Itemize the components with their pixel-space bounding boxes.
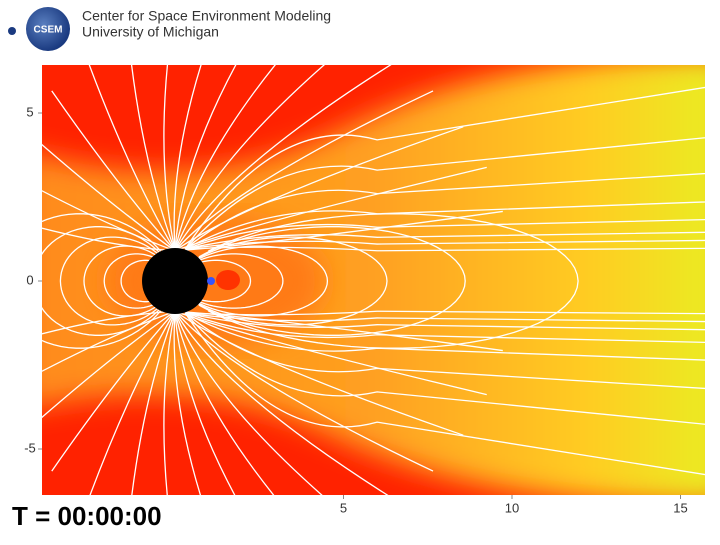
field-line xyxy=(174,310,434,472)
logo-dot xyxy=(8,27,16,35)
field-line xyxy=(184,137,705,250)
field-line xyxy=(174,65,392,252)
header: CSEM Center for Space Environment Modeli… xyxy=(8,7,331,51)
field-line xyxy=(185,239,705,250)
field-line xyxy=(174,90,434,252)
field-line xyxy=(174,126,464,252)
field-line xyxy=(42,310,176,335)
x-tick-label: 15 xyxy=(673,500,687,515)
field-line xyxy=(184,172,705,250)
tail-region xyxy=(42,65,705,495)
field-line xyxy=(42,310,176,419)
field-line xyxy=(174,310,389,495)
field-line xyxy=(184,312,705,425)
field-line xyxy=(174,311,323,495)
field-line xyxy=(42,213,162,349)
field-line xyxy=(184,231,705,250)
field-line xyxy=(184,312,705,390)
field-line xyxy=(174,311,236,495)
field-line xyxy=(184,312,705,476)
field-line xyxy=(174,65,276,251)
y-tick-label: -5 xyxy=(24,440,36,455)
field-line xyxy=(174,210,503,252)
field-line xyxy=(192,236,388,326)
field-lines xyxy=(42,65,705,495)
field-line xyxy=(174,65,237,251)
field-line xyxy=(42,143,176,252)
field-line xyxy=(174,166,487,252)
field-line xyxy=(184,312,705,344)
field-line xyxy=(42,190,176,252)
field-line xyxy=(51,310,176,472)
field-line xyxy=(180,259,252,303)
field-line xyxy=(184,201,705,250)
field-line xyxy=(174,310,503,352)
x-tick-label: 10 xyxy=(505,500,519,515)
field-line xyxy=(42,310,176,372)
header-line: Center for Space Environment Modeling xyxy=(82,8,331,24)
field-line xyxy=(163,311,176,495)
field-line xyxy=(184,218,705,250)
field-line xyxy=(173,65,202,251)
axes: 5 0 -5 5 10 15 xyxy=(24,104,688,515)
y-tick-label: 5 xyxy=(26,104,33,119)
logo xyxy=(26,7,70,51)
field-line xyxy=(130,65,176,251)
field-line xyxy=(207,213,579,349)
field-line xyxy=(198,226,466,336)
field-line xyxy=(42,227,176,252)
time-label: T = 00:00:00 xyxy=(12,501,162,531)
field-line xyxy=(131,311,176,495)
header-line: University of Michigan xyxy=(82,24,219,40)
field-line xyxy=(174,311,275,495)
x-tick-label: 5 xyxy=(340,500,347,515)
field-line xyxy=(174,310,487,396)
field-line xyxy=(183,253,284,309)
field-line xyxy=(184,312,705,331)
y-tick-label: 0 xyxy=(26,272,33,287)
planet xyxy=(142,248,208,314)
marker xyxy=(207,277,215,285)
field-line xyxy=(174,65,325,251)
field-line xyxy=(174,310,464,436)
field-line xyxy=(51,90,176,252)
field-line xyxy=(59,236,167,326)
field-line xyxy=(185,312,705,323)
field-line xyxy=(103,253,170,309)
field-line xyxy=(184,86,705,250)
inner-spot xyxy=(216,270,240,290)
field-line xyxy=(89,310,176,495)
field-line xyxy=(88,65,176,252)
field-line xyxy=(184,312,705,361)
field-line xyxy=(173,311,202,495)
plot-image xyxy=(42,65,705,495)
field-line xyxy=(42,226,164,336)
logo-text: CSEM xyxy=(34,25,63,36)
field-line xyxy=(163,65,176,251)
